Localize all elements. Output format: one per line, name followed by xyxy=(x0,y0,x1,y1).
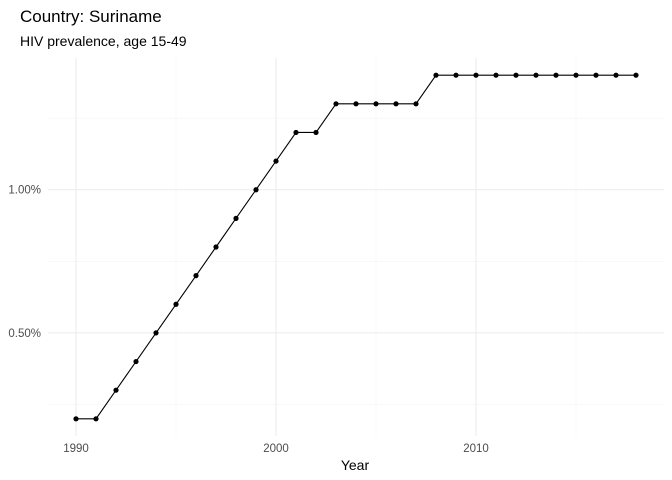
data-point xyxy=(133,358,139,365)
data-point xyxy=(513,72,519,78)
data-point xyxy=(153,330,159,336)
data-point xyxy=(373,101,379,107)
grid xyxy=(48,58,664,436)
data-point xyxy=(253,187,259,193)
data-point xyxy=(413,101,419,107)
data-point xyxy=(73,416,79,422)
data-point xyxy=(393,101,399,107)
data-point xyxy=(433,72,439,78)
data-point xyxy=(493,72,499,78)
data-point xyxy=(233,215,239,221)
data-point xyxy=(113,387,119,393)
x-tick-label: 2010 xyxy=(463,443,489,455)
x-axis-tick-labels: 1990 2000 2010 xyxy=(63,443,489,455)
data-point xyxy=(533,72,539,78)
data-point xyxy=(453,72,459,78)
x-tick-label: 1990 xyxy=(63,443,89,455)
data-point xyxy=(353,101,359,107)
data-point xyxy=(93,416,99,422)
series-layer xyxy=(73,72,639,422)
data-point xyxy=(213,244,219,250)
data-point xyxy=(593,72,599,78)
data-point xyxy=(293,129,299,136)
x-tick-label: 2000 xyxy=(263,443,289,455)
y-axis-tick-labels: 0.50% 1.00% xyxy=(8,185,41,340)
data-point xyxy=(633,72,639,78)
data-point xyxy=(313,129,319,136)
data-point xyxy=(193,273,199,279)
chart-subtitle: HIV prevalence, age 15-49 xyxy=(20,33,187,49)
y-tick-label: 1.00% xyxy=(8,185,41,197)
y-tick-label: 0.50% xyxy=(8,328,41,340)
data-point xyxy=(553,72,559,78)
data-point xyxy=(333,101,339,107)
data-point xyxy=(173,301,179,307)
data-point xyxy=(573,72,579,78)
series-line xyxy=(76,74,636,420)
data-point xyxy=(613,72,619,78)
data-point xyxy=(473,72,479,78)
data-point xyxy=(273,158,279,164)
chart-title: Country: Suriname xyxy=(20,7,162,26)
x-axis-title: Year xyxy=(341,457,370,473)
